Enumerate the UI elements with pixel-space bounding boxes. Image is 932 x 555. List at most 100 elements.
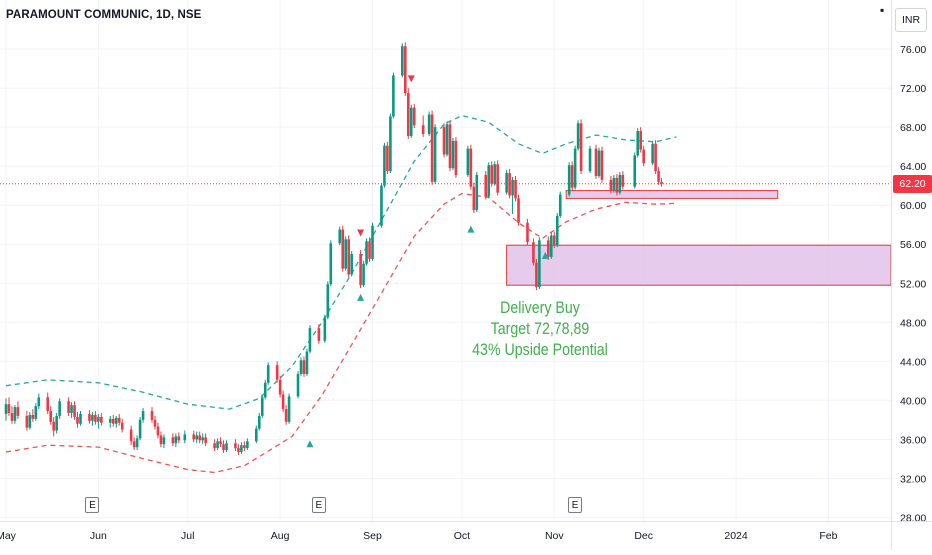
- candle-body: [511, 179, 514, 196]
- y-tick-label: 76.00: [900, 44, 926, 56]
- candle-body: [538, 240, 541, 288]
- candle-body: [171, 437, 175, 444]
- x-tick-label: Feb: [819, 530, 837, 542]
- candle-body: [94, 414, 97, 422]
- x-tick-label: May: [0, 530, 17, 542]
- candle-body: [433, 127, 437, 182]
- candle-body: [302, 360, 306, 374]
- candle-body: [31, 414, 35, 419]
- candle-body: [392, 75, 395, 117]
- x-tick-label: Dec: [634, 530, 653, 542]
- candle-body: [621, 174, 625, 187]
- more-options-icon[interactable]: ▪: [880, 3, 885, 17]
- candle-body: [445, 124, 449, 155]
- candle-body: [91, 414, 94, 421]
- y-tick-label: 68.00: [900, 122, 926, 134]
- x-tick-label: Jun: [90, 530, 107, 542]
- candle-body: [558, 194, 562, 216]
- candle-body: [114, 417, 118, 424]
- candle-body: [651, 143, 654, 164]
- candle-body: [618, 174, 622, 193]
- candle-body: [132, 441, 136, 448]
- candle-body: [234, 443, 237, 449]
- signals: [306, 75, 549, 448]
- y-tick-label: 28.00: [900, 512, 926, 524]
- x-axis[interactable]: May Jun Jul Aug Sep Oct Nov Dec 2024 Feb: [0, 521, 932, 543]
- candle-body: [100, 416, 103, 423]
- buy-signal: [467, 225, 475, 233]
- candle-body: [427, 114, 431, 135]
- candle-body: [37, 397, 41, 407]
- candle-body: [287, 396, 291, 422]
- candle-body: [135, 438, 139, 448]
- candle-body: [10, 412, 14, 421]
- candle-body: [639, 131, 642, 150]
- candle-body: [174, 436, 178, 444]
- candle-body: [108, 418, 112, 423]
- support-zone: [565, 190, 779, 199]
- candle-body: [329, 243, 333, 285]
- candle-body: [341, 229, 345, 269]
- candle-body: [597, 150, 601, 176]
- y-axis[interactable]: 28.00 32.00 36.00 40.00 44.00 48.00 52.00 56.00…: [891, 0, 927, 550]
- candle-body: [323, 317, 327, 341]
- candle-body: [487, 165, 491, 197]
- candle-body: [588, 148, 592, 172]
- currency-button[interactable]: INR: [895, 8, 927, 32]
- candle-body: [243, 445, 246, 449]
- candle-body: [13, 407, 17, 421]
- sell-signal: [407, 75, 415, 83]
- candle-body: [204, 437, 207, 444]
- candle-body: [383, 145, 386, 186]
- candle-body: [365, 241, 368, 264]
- candle-body: [159, 435, 163, 445]
- candle-body: [263, 382, 267, 398]
- candle-body: [451, 140, 455, 169]
- candle-body: [430, 114, 434, 182]
- candle-body: [615, 177, 619, 193]
- symbol-title[interactable]: PARAMOUNT COMMUNIC, 1D, NSE: [6, 9, 202, 21]
- candle-body: [412, 107, 416, 126]
- candle-body: [34, 406, 38, 419]
- candle-body: [120, 422, 124, 430]
- candle-body: [278, 379, 282, 395]
- candle-body: [67, 401, 70, 413]
- candle-body: [275, 365, 279, 380]
- candle-body: [141, 411, 145, 420]
- candle-body: [7, 404, 11, 413]
- candle-body: [317, 328, 321, 341]
- candle-body: [219, 441, 222, 445]
- y-tick-label: 52.00: [900, 278, 926, 290]
- candle-body: [46, 397, 50, 412]
- candle-body: [570, 165, 574, 188]
- candle-body: [350, 253, 353, 275]
- candle-body: [514, 179, 517, 199]
- candle-body: [153, 419, 157, 427]
- candle-body: [576, 123, 580, 149]
- y-tick-label: 32.00: [900, 473, 926, 485]
- candle-body: [508, 173, 511, 196]
- candle-body: [222, 444, 225, 451]
- candle-body: [368, 241, 371, 259]
- candle-body: [535, 262, 538, 288]
- candle-body: [79, 413, 82, 424]
- candle-body: [609, 179, 613, 191]
- x-tick-label: Nov: [545, 530, 564, 542]
- support-zone: [506, 244, 892, 286]
- buy-signal: [306, 440, 314, 448]
- candle-body: [177, 436, 181, 441]
- earnings-marker[interactable]: E: [311, 497, 326, 513]
- candle-body: [612, 177, 616, 191]
- candle-body: [660, 181, 663, 184]
- candle-body: [308, 328, 312, 352]
- candle-body: [240, 445, 243, 453]
- candle-body: [454, 140, 458, 175]
- candle-body: [496, 164, 499, 193]
- earnings-marker[interactable]: E: [85, 497, 100, 513]
- candle-body: [260, 397, 264, 416]
- candle-body: [555, 215, 559, 246]
- candle-body: [636, 131, 640, 156]
- earnings-marker[interactable]: E: [568, 497, 583, 513]
